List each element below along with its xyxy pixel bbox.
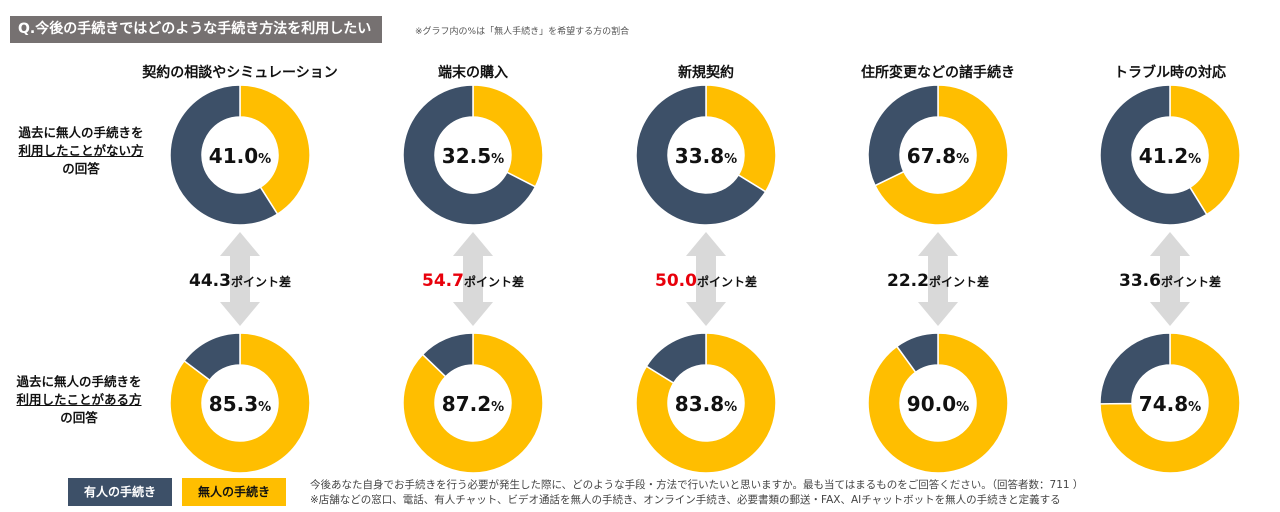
donut-slice-staffed [421, 332, 474, 378]
donut-slice-unstaffed [402, 332, 544, 474]
donut-slice-unstaffed [874, 84, 1009, 226]
donut-slice-unstaffed [169, 332, 311, 474]
donut-value-label: 74.8% [1139, 392, 1201, 416]
donut-value-label: 83.8% [675, 392, 737, 416]
point-difference-label: 22.2ポイント差 [887, 271, 989, 291]
question-title: Q.今後の手続きではどのような手続き方法を利用したいか [10, 16, 382, 64]
row-label-never-used: 過去に無人の手続きを 利用したことがない方 の回答 [6, 124, 156, 178]
donut-value-label: 41.0% [209, 144, 271, 168]
donut-slice-staffed [867, 84, 939, 187]
donut-slice-staffed [169, 84, 279, 226]
donut-slice-staffed [1099, 332, 1171, 405]
double-arrow-icon [686, 232, 726, 326]
donut-slice-staffed [645, 332, 707, 385]
donut-slice-unstaffed [1099, 332, 1241, 474]
chart-note: ※グラフ内の%は「無人手続き」を希望する方の割合 [415, 27, 630, 37]
donut-value-label: 32.5% [442, 144, 504, 168]
donut-slice-unstaffed [635, 332, 777, 474]
double-arrow-icon [453, 232, 493, 326]
donut-slice-staffed [402, 84, 537, 226]
row-label-line: 過去に無人の手続きを [16, 374, 142, 389]
donut-value-label: 90.0% [907, 392, 969, 416]
donut-slice-staffed [183, 332, 241, 382]
donut-slice-unstaffed [705, 84, 777, 193]
donut-value-label: 85.3% [209, 392, 271, 416]
donut-slice-unstaffed [472, 84, 544, 188]
category-title: トラブル時の対応 [1114, 65, 1226, 81]
donut-value-label: 87.2% [442, 392, 504, 416]
category-title: 新規契約 [678, 65, 734, 81]
category-title: 端末の購入 [438, 65, 508, 81]
donut-slice-unstaffed [239, 84, 311, 216]
donut-value-label: 41.2% [1139, 144, 1201, 168]
donut-slice-staffed [895, 332, 939, 374]
row-label-line: 利用したことがある方 [16, 392, 142, 407]
row-label-line: 利用したことがない方 [18, 143, 144, 158]
point-difference-label: 50.0ポイント差 [655, 271, 757, 291]
category-title: 契約の相談やシミュレーション [142, 65, 338, 81]
double-arrow-icon [220, 232, 260, 326]
point-difference-label: 44.3ポイント差 [189, 271, 291, 291]
row-label-used: 過去に無人の手続きを 利用したことがある方 の回答 [4, 373, 154, 427]
donut-slice-unstaffed [1169, 84, 1241, 216]
double-arrow-icon [1150, 232, 1190, 326]
point-difference-label: 33.6ポイント差 [1119, 271, 1221, 291]
category-title: 住所変更などの諸手続き [861, 65, 1015, 81]
row-label-line: の回答 [62, 161, 100, 176]
row-label-line: 過去に無人の手続きを [18, 125, 144, 140]
double-arrow-icon [918, 232, 958, 326]
donut-slice-staffed [635, 84, 767, 226]
donut-slice-unstaffed [867, 332, 1009, 474]
legend-staffed: 有人の手続き [68, 478, 172, 506]
footer-definition: ※店舗などの窓口、電話、有人チャット、ビデオ通話を無人の手続き、オンライン手続き… [310, 494, 1061, 506]
donut-value-label: 33.8% [675, 144, 737, 168]
legend-unstaffed: 無人の手続き [182, 478, 286, 506]
donut-slice-staffed [1099, 84, 1208, 226]
footer-question: 今後あなた自身でお手続きを行う必要が発生した際に、どのような手段・方法で行いたい… [310, 479, 1084, 491]
point-difference-label: 54.7ポイント差 [422, 271, 524, 291]
row-label-line: の回答 [60, 410, 98, 425]
donut-value-label: 67.8% [907, 144, 969, 168]
